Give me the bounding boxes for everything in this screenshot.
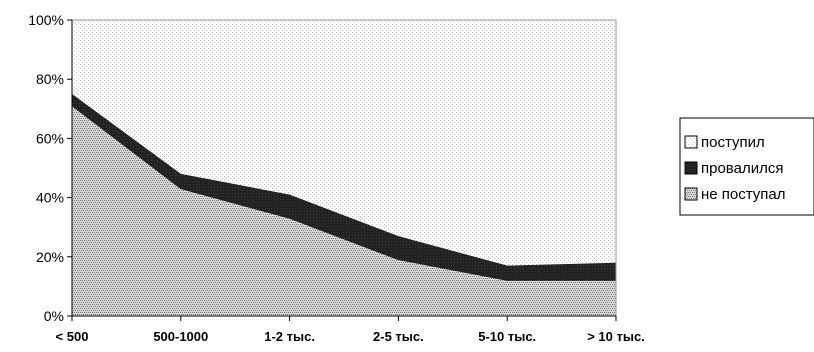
legend-label: провалился	[701, 160, 783, 177]
y-tick-label: 40%	[36, 190, 64, 206]
area-series-0	[72, 105, 616, 316]
y-tick-label: 60%	[36, 130, 64, 146]
y-axis: 0% 20% 40% 60% 80% 100%	[28, 12, 73, 324]
x-tick-label: 1-2 тыс.	[264, 329, 315, 344]
y-tick-label: 0%	[44, 308, 64, 324]
legend-label: не поступал	[701, 186, 786, 203]
area-series-2	[72, 20, 616, 266]
legend-swatch	[684, 161, 698, 175]
x-tick-label: 5-10 тыс.	[478, 329, 536, 344]
y-tick-label: 100%	[28, 12, 64, 28]
legend-label: поступил	[701, 134, 765, 151]
y-tick-label: 80%	[36, 71, 64, 87]
legend: поступил провалился не поступал	[679, 117, 814, 216]
x-tick-label: > 10 тыс.	[587, 329, 645, 344]
legend-swatch	[684, 135, 698, 149]
x-tick-label: 2-5 тыс.	[373, 329, 424, 344]
x-tick-label: < 500	[56, 329, 89, 344]
legend-swatch	[684, 187, 698, 201]
legend-box	[679, 117, 814, 216]
plot-area	[71, 19, 617, 317]
x-axis: < 500 500-1000 1-2 тыс. 2-5 тыс. 5-10 тыс. > …	[56, 315, 645, 344]
y-tick-label: 20%	[36, 249, 64, 265]
x-tick-label: 500-1000	[153, 329, 208, 344]
